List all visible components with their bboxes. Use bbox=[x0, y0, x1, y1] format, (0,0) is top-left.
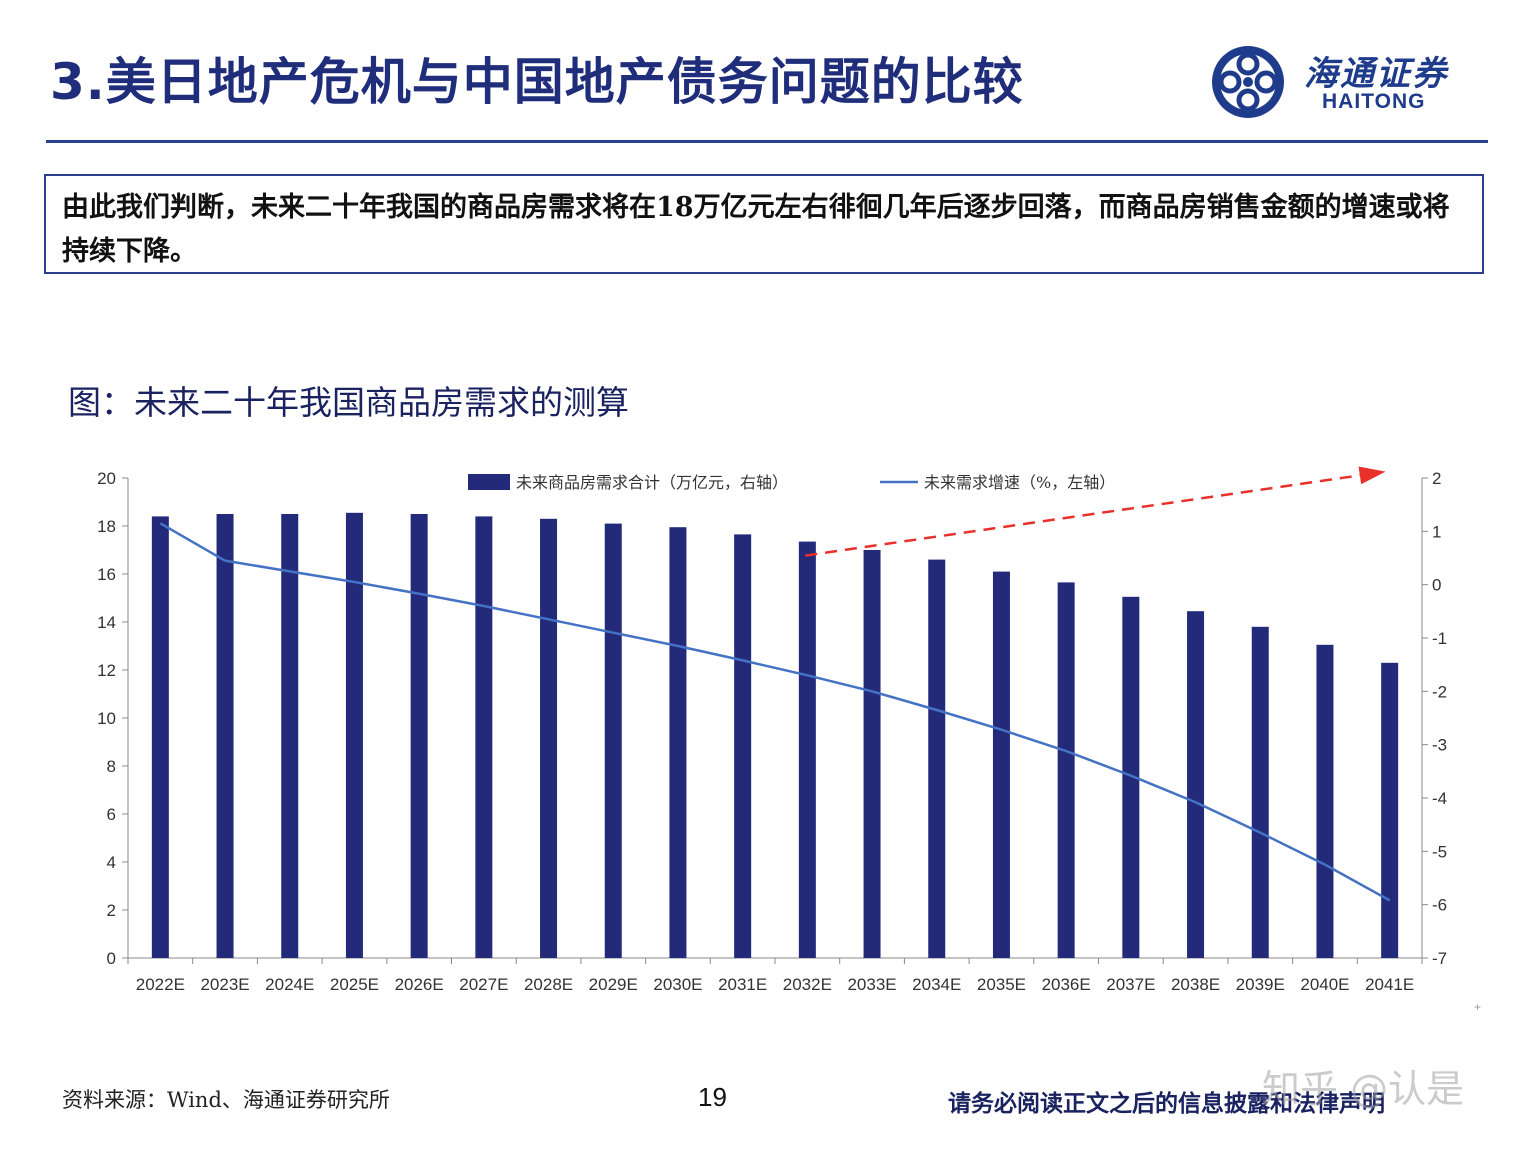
summary-box: 由此我们判断，未来二十年我国的商品房需求将在18万亿元左右徘徊几年后逐步回落，而… bbox=[44, 174, 1484, 274]
left-tick-label: 12 bbox=[97, 661, 116, 680]
right-tick-label: 0 bbox=[1432, 576, 1441, 595]
demand-bar bbox=[669, 527, 687, 958]
demand-bar bbox=[1251, 626, 1269, 958]
left-tick-label: 4 bbox=[107, 853, 116, 872]
x-tick-label: 2023E bbox=[200, 975, 249, 994]
legend-line-label: 未来需求增速（%，左轴） bbox=[924, 473, 1115, 492]
summary-text: 由此我们判断，未来二十年我国的商品房需求将在18万亿元左右徘徊几年后逐步回落，而… bbox=[62, 192, 1450, 267]
right-tick-label: 1 bbox=[1432, 522, 1441, 541]
left-tick-label: 10 bbox=[97, 709, 116, 728]
demand-bar bbox=[281, 514, 299, 958]
right-tick-label: 2 bbox=[1432, 469, 1441, 488]
trend-arrow-line bbox=[805, 471, 1378, 557]
left-tick-label: 14 bbox=[97, 613, 116, 632]
left-tick-label: 16 bbox=[97, 565, 116, 584]
demand-bar bbox=[928, 559, 946, 958]
left-tick-label: 6 bbox=[107, 805, 116, 824]
demand-bar bbox=[1187, 611, 1205, 958]
demand-bar bbox=[410, 514, 428, 958]
demand-bar bbox=[798, 541, 816, 958]
right-tick-label: -7 bbox=[1432, 949, 1447, 968]
left-tick-label: 2 bbox=[107, 901, 116, 920]
legend-bar-swatch bbox=[468, 474, 510, 490]
x-tick-label: 2041E bbox=[1365, 975, 1414, 994]
right-tick-label: -2 bbox=[1432, 682, 1447, 701]
right-tick-label: -4 bbox=[1432, 789, 1447, 808]
left-tick-label: 18 bbox=[97, 517, 116, 536]
left-tick-label: 0 bbox=[107, 949, 116, 968]
logo-english-text: HAITONG bbox=[1322, 90, 1426, 113]
x-tick-label: 2024E bbox=[265, 975, 314, 994]
x-tick-label: 2027E bbox=[459, 975, 508, 994]
logo-chinese-text: 海通证券 bbox=[1304, 54, 1448, 94]
demand-bar bbox=[216, 514, 234, 958]
left-tick-label: 8 bbox=[107, 757, 116, 776]
right-tick-label: -5 bbox=[1432, 842, 1447, 861]
demand-bar bbox=[1381, 662, 1399, 958]
disclaimer-text: 请务必阅读正文之后的信息披露和法律声明 bbox=[948, 1090, 1385, 1117]
demand-bar bbox=[1122, 596, 1140, 958]
x-tick-label: 2028E bbox=[524, 975, 573, 994]
title-divider bbox=[46, 140, 1488, 143]
x-tick-label: 2031E bbox=[718, 975, 767, 994]
trend-arrow-head bbox=[1358, 466, 1386, 485]
x-tick-label: 2025E bbox=[330, 975, 379, 994]
watermark: 知乎 @认是 bbox=[1262, 1067, 1465, 1111]
x-tick-label: 2036E bbox=[1042, 975, 1091, 994]
demand-bar bbox=[345, 512, 363, 958]
right-tick-label: -3 bbox=[1432, 736, 1447, 755]
source-note: 资料来源：Wind、海通证券研究所 bbox=[62, 1088, 390, 1112]
figure-caption: 图：未来二十年我国商品房需求的测算 bbox=[68, 383, 629, 422]
demand-bar bbox=[475, 516, 493, 958]
x-tick-label: 2038E bbox=[1171, 975, 1220, 994]
left-tick-label: 20 bbox=[97, 469, 116, 488]
x-tick-label: 2034E bbox=[912, 975, 961, 994]
right-tick-label: -1 bbox=[1432, 629, 1447, 648]
page-number: 19 bbox=[698, 1082, 727, 1112]
growth-line bbox=[159, 522, 1391, 902]
x-tick-label: 2040E bbox=[1300, 975, 1349, 994]
right-tick-label: -6 bbox=[1432, 896, 1447, 915]
slide-title: 3.美日地产危机与中国地产债务问题的比较 bbox=[50, 53, 1024, 111]
x-tick-label: 2033E bbox=[847, 975, 896, 994]
x-tick-label: 2032E bbox=[783, 975, 832, 994]
demand-bar bbox=[1316, 644, 1334, 958]
legend-bar-label: 未来商品房需求合计（万亿元，右轴） bbox=[516, 473, 788, 492]
company-logo: 海通证券 HAITONG bbox=[1208, 42, 1488, 122]
x-tick-label: 2035E bbox=[977, 975, 1026, 994]
x-tick-label: 2030E bbox=[653, 975, 702, 994]
demand-bar bbox=[734, 534, 752, 958]
x-tick-label: 2039E bbox=[1236, 975, 1285, 994]
x-tick-label: 2029E bbox=[589, 975, 638, 994]
demand-bar bbox=[151, 516, 169, 958]
demand-bar bbox=[604, 523, 622, 958]
demand-bar bbox=[992, 571, 1010, 958]
x-tick-label: 2037E bbox=[1106, 975, 1155, 994]
haitong-emblem-icon bbox=[1212, 46, 1284, 118]
x-tick-label: 2022E bbox=[136, 975, 185, 994]
demand-bar bbox=[1057, 582, 1075, 958]
demand-bar bbox=[863, 550, 881, 958]
corner-mark: + bbox=[1474, 1000, 1482, 1014]
demand-bar bbox=[540, 518, 558, 958]
x-tick-label: 2026E bbox=[395, 975, 444, 994]
